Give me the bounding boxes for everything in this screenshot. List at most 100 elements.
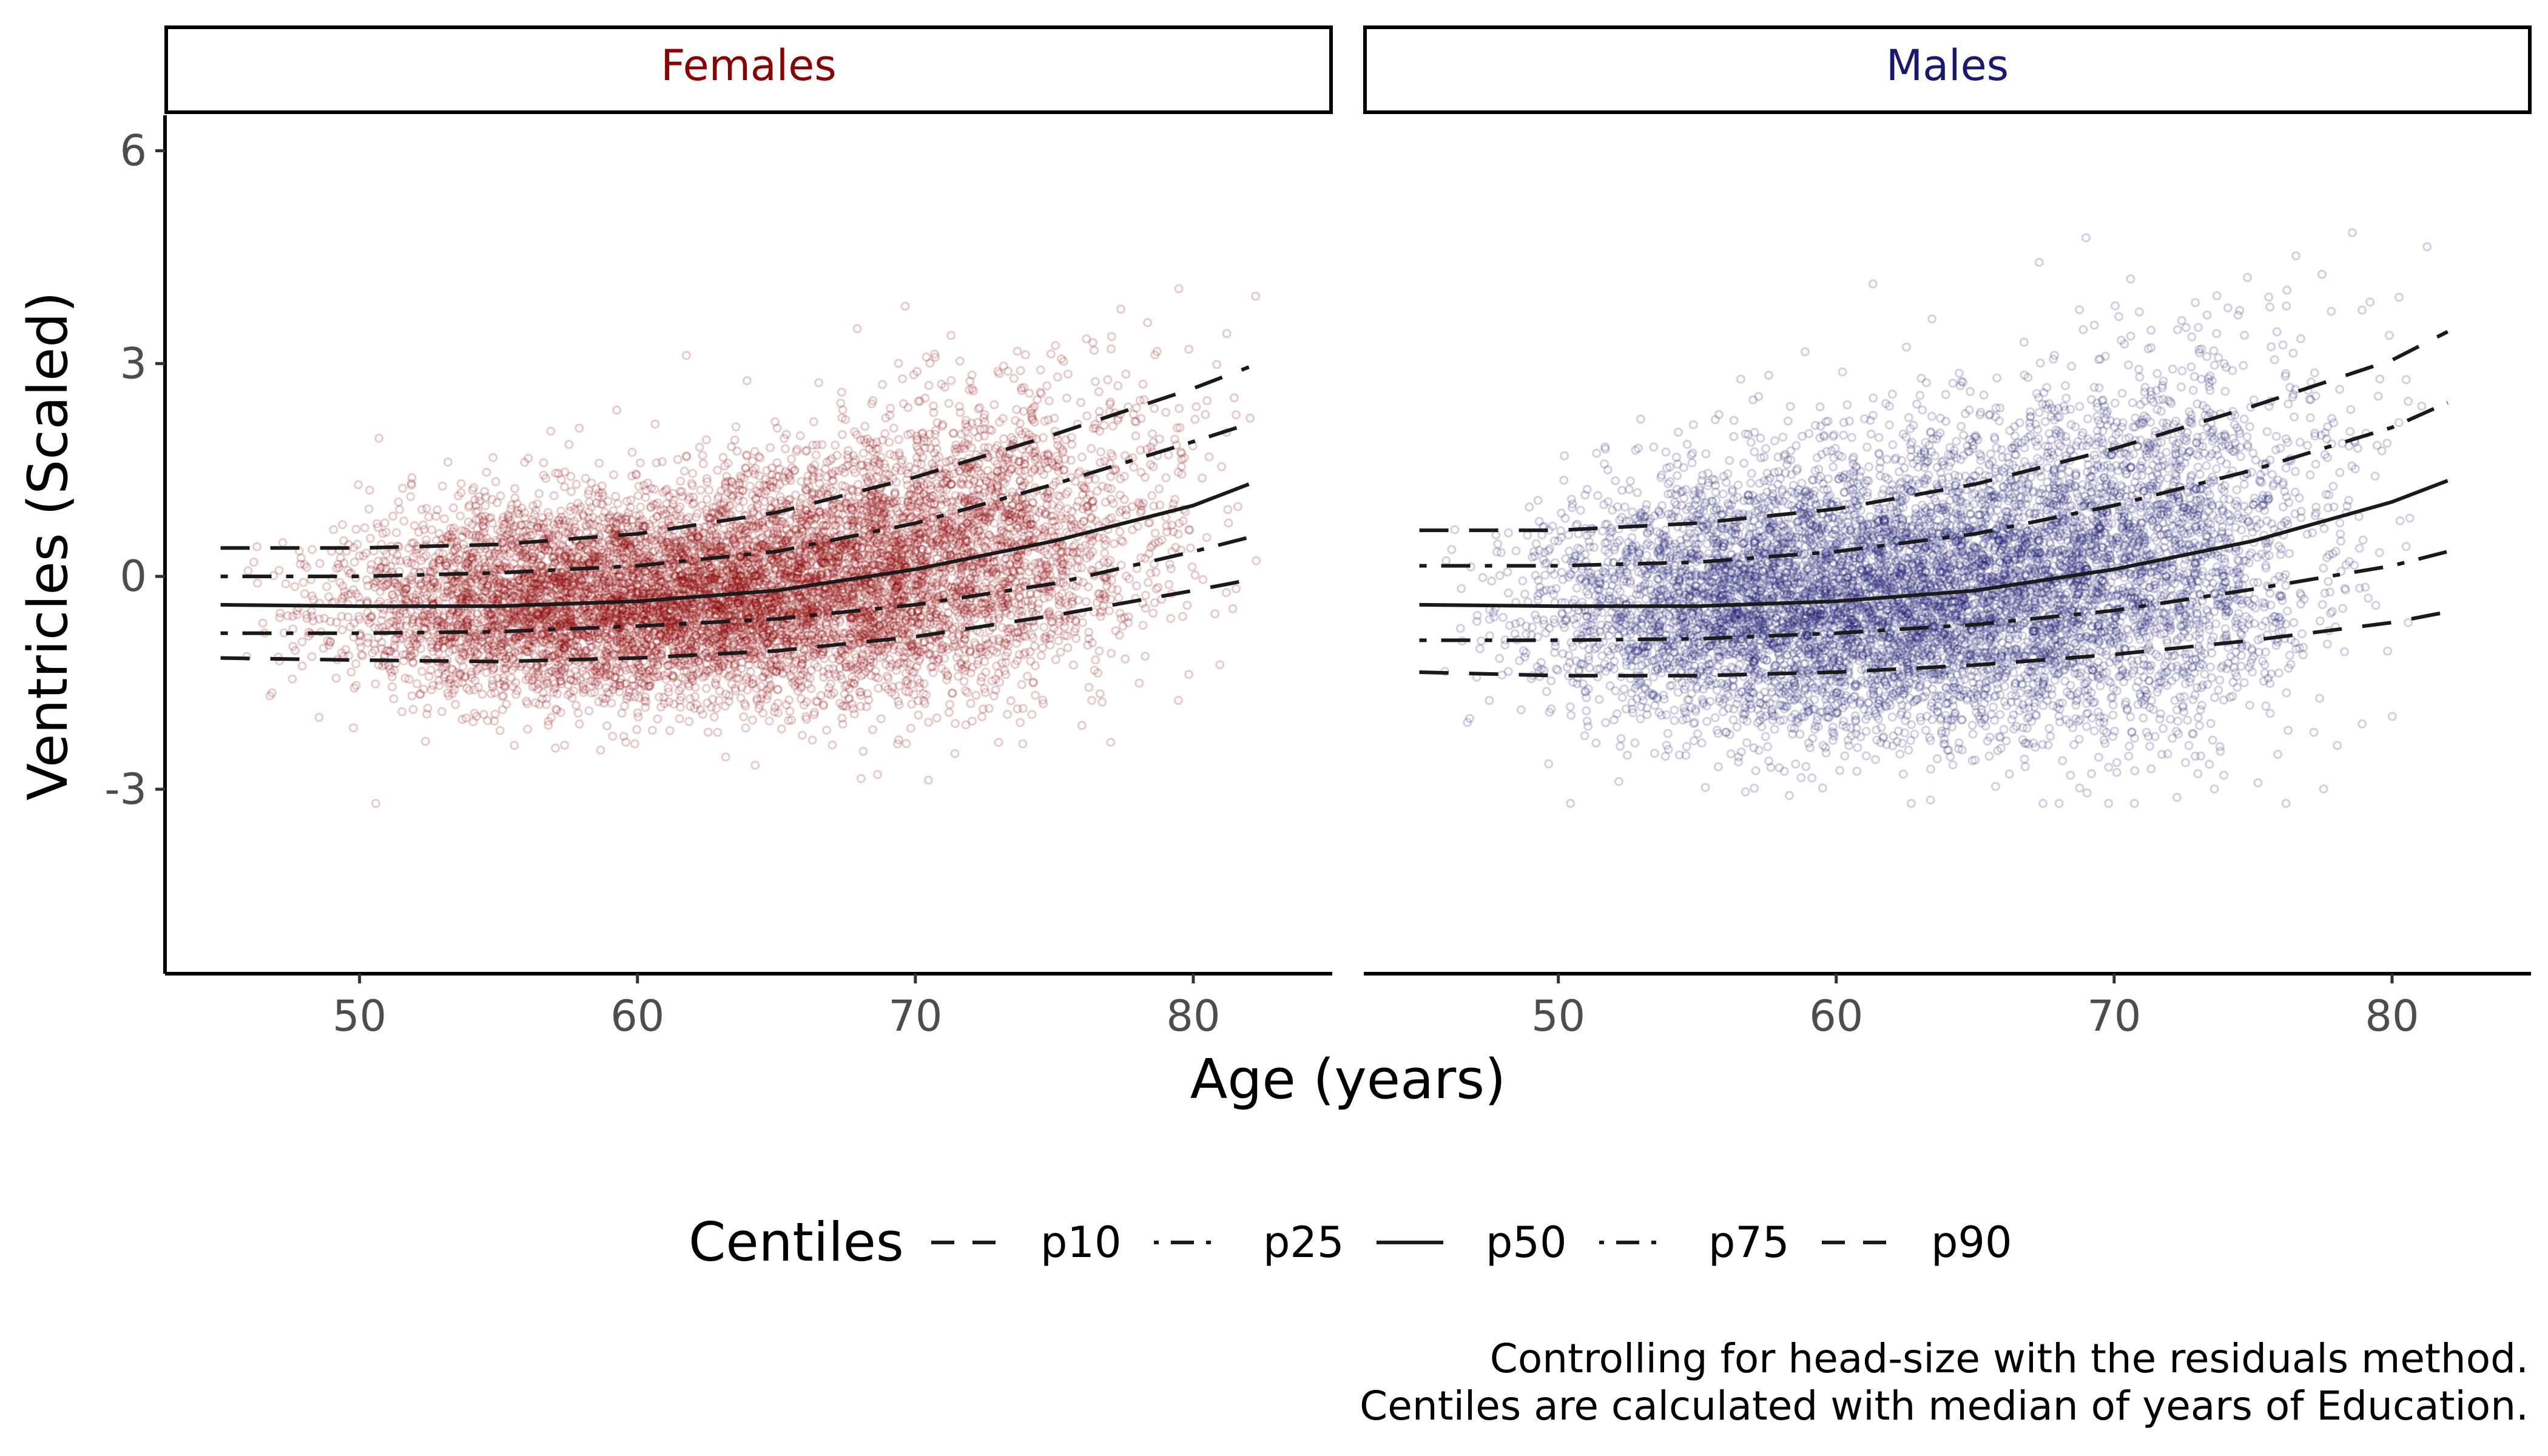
data-point: [387, 682, 397, 692]
data-point: [674, 642, 684, 652]
data-point: [945, 699, 954, 709]
data-point: [594, 535, 603, 545]
data-point: [1202, 533, 1212, 542]
data-point: [703, 727, 713, 737]
data-point: [510, 741, 519, 750]
data-point: [1038, 643, 1047, 653]
data-point: [840, 482, 850, 491]
data-point: [680, 532, 689, 542]
data-point: [736, 580, 746, 590]
data-point: [803, 614, 812, 624]
data-point: [944, 707, 954, 717]
data-point: [1201, 410, 1210, 419]
data-point: [315, 559, 325, 568]
data-point: [696, 485, 706, 495]
data-point: [1131, 403, 1141, 413]
data-point: [837, 388, 846, 397]
data-point: [666, 605, 675, 615]
data-point: [588, 550, 598, 560]
data-point: [308, 545, 317, 554]
data-point: [650, 419, 660, 429]
data-point: [736, 623, 746, 633]
data-point: [635, 572, 645, 582]
data-point: [427, 525, 436, 534]
data-point: [812, 621, 821, 631]
data-point: [365, 485, 374, 495]
data-point: [1097, 697, 1107, 707]
data-point: [951, 719, 960, 729]
data-point: [612, 405, 622, 415]
data-point: [1046, 349, 1056, 359]
data-point: [1198, 473, 1207, 483]
data-point: [878, 495, 888, 505]
data-point: [458, 662, 468, 672]
data-point: [894, 435, 903, 444]
data-point: [782, 639, 792, 649]
data-point: [796, 504, 806, 513]
data-point: [755, 453, 765, 463]
data-point: [551, 743, 561, 753]
data-point: [782, 535, 792, 545]
data-point: [762, 466, 772, 476]
data-point: [1000, 478, 1009, 488]
data-point: [1063, 643, 1073, 653]
data-point: [456, 479, 466, 488]
data-point: [902, 739, 911, 749]
data-point: [546, 426, 556, 436]
data-point: [1143, 318, 1153, 328]
data-point: [298, 578, 308, 587]
data-point: [1141, 604, 1150, 613]
data-point: [635, 548, 644, 558]
data-point: [1036, 365, 1045, 375]
data-point: [955, 356, 965, 366]
data-point: [1030, 641, 1039, 651]
data-point: [732, 673, 742, 682]
data-point: [793, 636, 802, 646]
data-point: [560, 482, 570, 491]
data-point: [924, 718, 933, 727]
data-point: [1182, 601, 1192, 610]
data-point: [497, 584, 507, 594]
data-point: [579, 588, 589, 598]
data-point: [746, 632, 756, 641]
data-point: [1150, 598, 1159, 607]
data-point: [252, 542, 262, 551]
data-point: [521, 589, 530, 598]
data-point: [1003, 710, 1013, 720]
data-point: [1116, 305, 1126, 314]
data-point: [349, 723, 358, 733]
data-point: [601, 632, 610, 641]
data-point: [713, 727, 723, 737]
data-point: [1056, 549, 1065, 559]
data-point: [584, 513, 593, 522]
data-point: [477, 512, 487, 522]
data-point: [406, 492, 416, 502]
data-point: [953, 662, 963, 672]
data-point: [472, 666, 482, 675]
data-point: [940, 494, 949, 503]
data-point: [1221, 588, 1231, 598]
data-point: [673, 454, 682, 464]
data-point: [573, 708, 583, 718]
data-point: [1222, 329, 1232, 339]
data-point: [800, 561, 809, 571]
data-point: [281, 579, 291, 588]
data-point: [1119, 494, 1129, 504]
data-point: [687, 573, 696, 583]
data-point: [539, 567, 548, 576]
data-point: [1165, 559, 1175, 569]
data-point: [297, 661, 307, 671]
data-point: [819, 541, 829, 551]
data-point: [679, 467, 689, 476]
data-point: [1168, 527, 1178, 537]
data-point: [470, 572, 479, 581]
data-point: [894, 359, 903, 368]
data-point: [1131, 431, 1141, 440]
data-point: [950, 749, 960, 758]
data-point: [1210, 609, 1220, 619]
data-point: [886, 560, 896, 570]
data-point: [456, 593, 466, 602]
data-point: [288, 612, 297, 621]
